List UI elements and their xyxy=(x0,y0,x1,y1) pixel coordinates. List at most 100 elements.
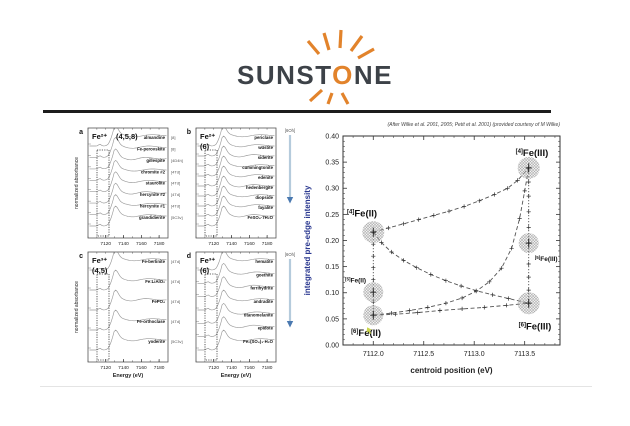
endpoint-label: [6]Fe(III) xyxy=(519,321,552,332)
site-label: [4Td] xyxy=(171,259,180,264)
mineral-label: periclase xyxy=(254,135,273,140)
bottom-hairline xyxy=(40,386,592,387)
mineral-label: siderite xyxy=(258,155,274,160)
x-tick-label: 7160 xyxy=(136,241,147,247)
x-tick-label: 7160 xyxy=(136,365,147,371)
y-tick-label: 0.30 xyxy=(325,186,339,193)
data-point-marker xyxy=(526,194,531,199)
chart-xlabel: centroid position (eV) xyxy=(410,366,493,375)
x-tick-label: 7140 xyxy=(118,365,129,371)
occupancy-label: (4,5) xyxy=(92,266,108,275)
data-point-marker xyxy=(459,283,464,289)
data-point-marker xyxy=(526,288,531,293)
spectrum-curve xyxy=(197,262,275,284)
x-tick-label: 7120 xyxy=(208,365,219,371)
x-tick-label: 7180 xyxy=(154,365,165,371)
site-label: [4Td] xyxy=(171,192,180,197)
data-point-marker xyxy=(505,186,510,191)
spectrum-curve xyxy=(197,329,275,351)
spectrum-curve xyxy=(197,185,275,207)
data-point-marker xyxy=(371,265,376,270)
spectrum-curve xyxy=(197,175,275,197)
site-label: [4Td] xyxy=(171,279,180,284)
mineral-label: chromite #2 xyxy=(141,169,166,174)
data-point-marker xyxy=(371,254,376,259)
data-point-marker xyxy=(517,216,522,221)
data-point-marker xyxy=(526,225,531,230)
data-point-marker xyxy=(460,295,465,301)
endpoint-marker xyxy=(370,287,377,297)
x-tick-label: 7140 xyxy=(118,241,129,247)
spectrum-curve xyxy=(89,137,167,158)
site-label: [4Td] xyxy=(171,181,180,186)
x-tick-label: 7180 xyxy=(154,241,165,247)
data-point-marker xyxy=(425,305,430,310)
data-point-marker xyxy=(416,217,421,222)
data-point-marker xyxy=(443,301,448,306)
data-point-marker xyxy=(526,275,531,280)
panel-frame xyxy=(87,127,169,239)
mineral-label: ferrihydrite xyxy=(250,286,273,291)
x-tick-label: 7160 xyxy=(244,365,255,371)
spectrum-curve xyxy=(197,195,275,217)
x-tick-label: 7113.5 xyxy=(514,351,535,358)
data-point-marker xyxy=(415,310,420,315)
spectrum-curve xyxy=(89,171,167,193)
x-tick-label: 7180 xyxy=(262,241,273,247)
x-tick-label: 7112.0 xyxy=(363,351,384,358)
panel-frame xyxy=(195,127,277,239)
mineral-label: hematite xyxy=(255,259,273,264)
spectra-curves xyxy=(197,252,275,351)
mixing-line xyxy=(372,231,529,304)
occupancy-label: (6) xyxy=(200,266,210,275)
mineral-label: fayalite xyxy=(258,205,273,210)
data-point-marker xyxy=(389,311,394,316)
panel-frame xyxy=(195,251,277,363)
mineral-label: andradite xyxy=(254,299,274,304)
spectrum-curve xyxy=(197,252,275,271)
site-label: [4D4h] xyxy=(171,158,183,163)
preedge-box xyxy=(204,149,218,237)
mixing-line xyxy=(373,167,530,316)
spectra-panel-c: c normalized absorbance Fe-berlinite [4Td] F… xyxy=(74,251,183,379)
mineral-label: goethite xyxy=(256,272,273,277)
data-point-marker xyxy=(482,305,487,310)
data-point-marker xyxy=(509,246,514,251)
oh-arrow-head-icon xyxy=(286,197,294,204)
preedge-box xyxy=(96,149,110,237)
mineral-label: titanomelanite xyxy=(244,312,274,317)
data-point-marker xyxy=(407,308,412,313)
spectrum-curve xyxy=(89,205,167,227)
endpoint-label: [5]Fe(II) xyxy=(345,276,366,284)
spectrum-curve xyxy=(89,194,167,215)
ion-label: Fe²⁺ xyxy=(200,132,215,141)
data-point-marker xyxy=(443,278,448,283)
mineral-label: grandidierite xyxy=(139,215,166,220)
x-tick-label: 7120 xyxy=(100,365,111,371)
site-label: [4Td] xyxy=(171,319,180,324)
mineral-label: yoderite xyxy=(148,339,165,344)
oh-arrow-label: [6Oh] xyxy=(285,128,295,133)
y-tick-label: 0.20 xyxy=(325,238,339,245)
spectra-curves xyxy=(89,128,167,227)
mineral-label: edenite xyxy=(258,175,274,180)
data-point-marker xyxy=(401,258,406,263)
spectrum-curve xyxy=(89,269,167,291)
data-point-marker xyxy=(379,240,384,245)
y-tick-label: 0.35 xyxy=(325,160,339,167)
endpoint-marker xyxy=(525,238,532,248)
y-tick-label: 0.10 xyxy=(325,290,339,297)
panel-frame xyxy=(87,251,169,363)
preedge-box xyxy=(204,273,218,361)
panel-marker: a xyxy=(79,129,83,136)
sunstone-logo: SUNSTONE xyxy=(237,29,392,105)
ion-label: Fe²⁺ xyxy=(92,132,107,141)
panel-marker: c xyxy=(79,253,83,260)
logo-text-o: O xyxy=(332,60,354,90)
spectrum-curve xyxy=(89,309,167,331)
x-tick-label: 7160 xyxy=(244,241,255,247)
data-point-marker xyxy=(389,249,394,255)
chart-ylabel: integrated pre-edge intensity xyxy=(303,185,312,295)
panel-ylabel: normalized absorbance xyxy=(74,281,80,333)
